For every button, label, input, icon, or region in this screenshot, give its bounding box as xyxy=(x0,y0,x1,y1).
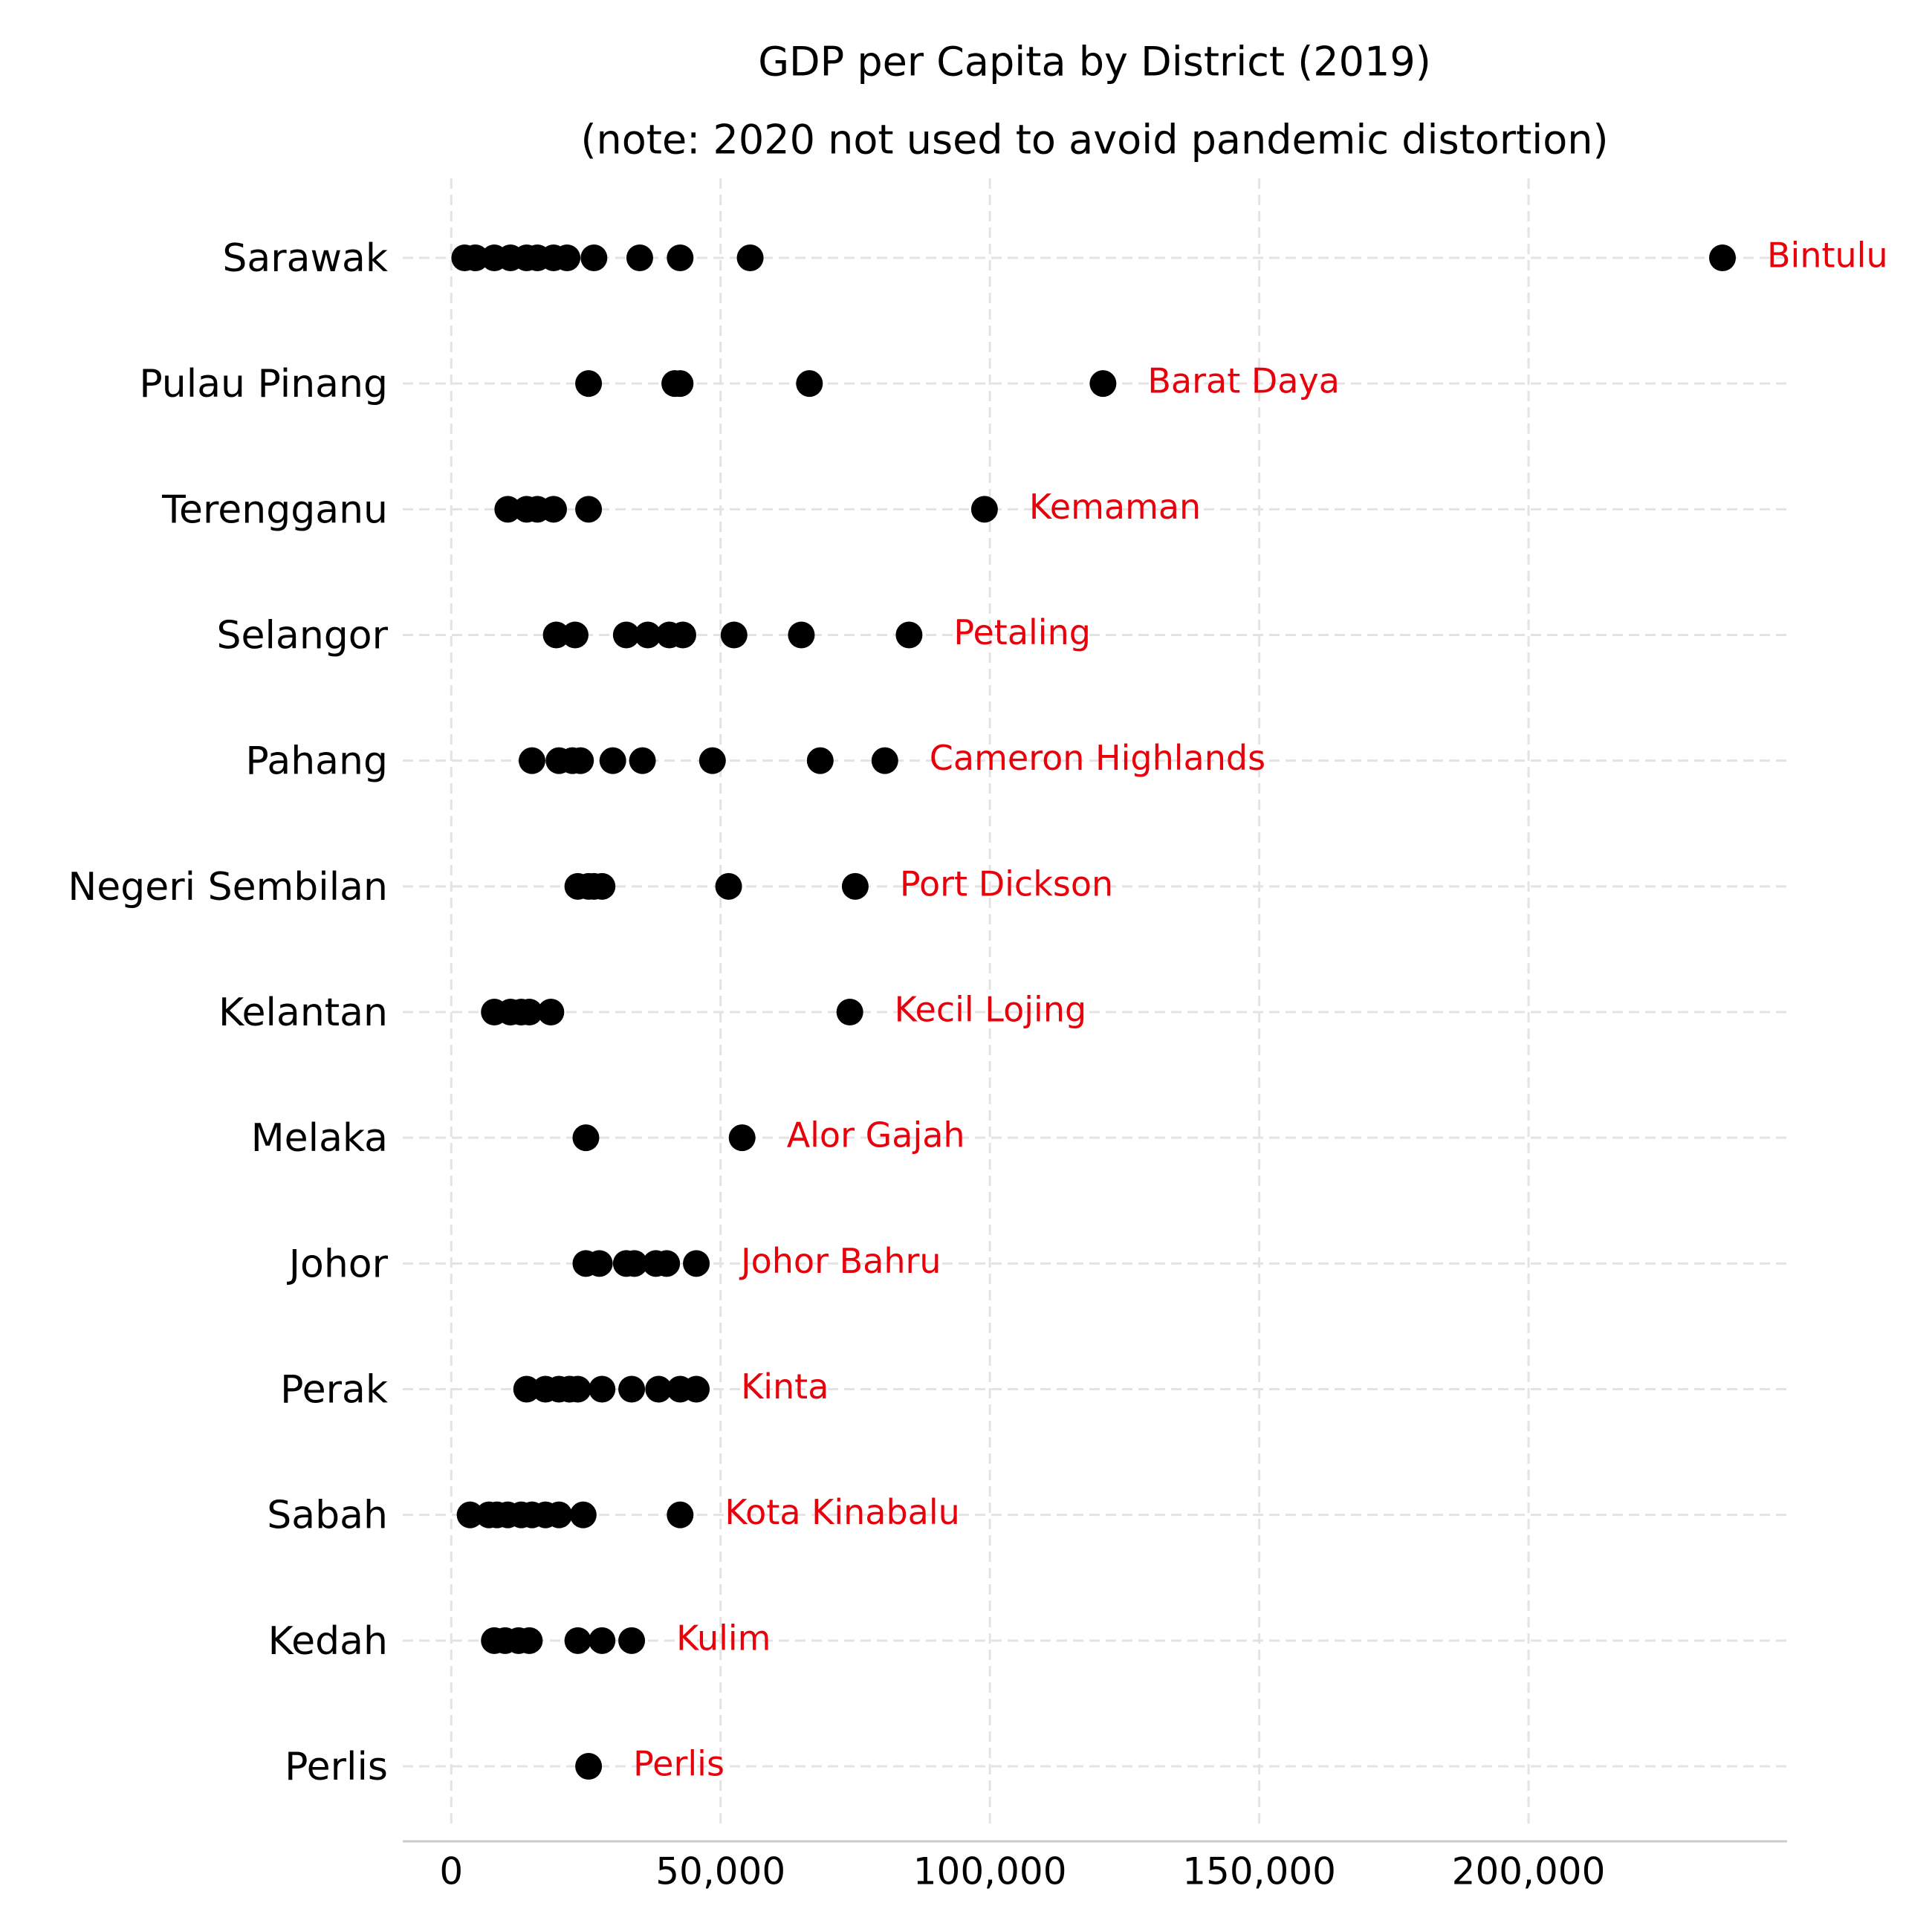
point xyxy=(698,747,726,774)
point xyxy=(841,872,869,900)
point xyxy=(554,244,581,271)
point xyxy=(629,747,656,774)
point xyxy=(620,1250,648,1277)
max-label: Port Dickson xyxy=(900,863,1113,904)
point xyxy=(1709,244,1737,271)
y-tick-label: Negeri Sembilan xyxy=(68,865,388,910)
x-tick-label: 200,000 xyxy=(1452,1850,1606,1893)
point xyxy=(871,747,898,774)
point xyxy=(545,1501,573,1529)
max-label: Kulim xyxy=(676,1618,771,1658)
point xyxy=(513,1375,540,1403)
max-label: Bintulu xyxy=(1767,236,1888,276)
point xyxy=(518,747,545,774)
point xyxy=(575,1753,603,1780)
point xyxy=(494,496,522,523)
point xyxy=(564,1375,591,1403)
y-tick-label: Melaka xyxy=(251,1116,388,1161)
max-label: Perlis xyxy=(633,1744,724,1784)
point xyxy=(564,1627,591,1654)
point xyxy=(683,1375,710,1403)
point xyxy=(669,621,696,649)
point xyxy=(634,621,661,649)
point xyxy=(589,1375,616,1403)
y-tick-label: Perak xyxy=(280,1368,388,1413)
y-tick-label: Terengganu xyxy=(161,487,388,532)
point xyxy=(575,496,603,523)
max-label: Petaling xyxy=(953,612,1091,652)
x-tick-label: 100,000 xyxy=(913,1850,1067,1893)
point xyxy=(569,1501,597,1529)
point xyxy=(836,999,863,1025)
x-tick-label: 50,000 xyxy=(655,1850,785,1893)
point xyxy=(580,244,608,271)
point xyxy=(645,1375,672,1403)
point xyxy=(667,1501,694,1529)
point xyxy=(618,1375,646,1403)
max-label: Barat Daya xyxy=(1147,361,1340,401)
point xyxy=(970,496,998,523)
y-tick-label: Sarawak xyxy=(222,236,388,281)
y-tick-label: Pulau Pinang xyxy=(139,362,388,406)
point xyxy=(895,621,923,649)
max-label: Kinta xyxy=(741,1367,829,1407)
chart-title: GDP per Capita by District (2019) xyxy=(758,39,1431,85)
point xyxy=(715,872,742,900)
point xyxy=(542,621,570,649)
y-tick-label: Johor xyxy=(287,1242,389,1286)
y-tick-label: Kelantan xyxy=(218,991,388,1035)
point xyxy=(456,1501,484,1529)
point xyxy=(516,1627,543,1654)
point xyxy=(567,747,594,774)
point xyxy=(586,1250,613,1277)
y-tick-label: Pahang xyxy=(245,739,388,784)
point xyxy=(736,244,764,271)
point xyxy=(589,1627,616,1654)
point xyxy=(720,621,748,649)
point xyxy=(788,621,815,649)
point xyxy=(599,747,626,774)
point xyxy=(806,747,834,774)
point xyxy=(589,872,616,900)
point xyxy=(796,370,823,398)
point xyxy=(618,1627,646,1654)
point xyxy=(667,244,694,271)
point xyxy=(683,1250,710,1277)
point xyxy=(537,999,565,1025)
point xyxy=(516,999,543,1025)
point xyxy=(1089,370,1117,398)
point xyxy=(575,370,603,398)
max-label: Johor Bahru xyxy=(739,1241,941,1281)
x-tick-label: 0 xyxy=(439,1850,463,1893)
point xyxy=(626,244,653,271)
point xyxy=(612,621,640,649)
point xyxy=(728,1124,756,1152)
point xyxy=(461,244,489,271)
point xyxy=(667,370,694,398)
max-label: Cameron Highlands xyxy=(930,738,1265,778)
chart-subtitle: (note: 2020 not used to avoid pandemic d… xyxy=(580,117,1608,163)
max-label: Kemaman xyxy=(1029,487,1201,527)
y-tick-label: Selangor xyxy=(217,614,389,658)
point xyxy=(572,1124,600,1152)
point xyxy=(539,496,567,523)
x-tick-label: 150,000 xyxy=(1182,1850,1336,1893)
point xyxy=(561,621,589,649)
y-tick-label: Kedah xyxy=(268,1619,388,1664)
y-tick-label: Sabah xyxy=(267,1494,388,1538)
point xyxy=(653,1250,681,1277)
max-label: Kota Kinabalu xyxy=(724,1492,959,1532)
max-label: Alor Gajah xyxy=(787,1115,965,1155)
y-tick-label: Perlis xyxy=(285,1745,388,1789)
max-label: Kecil Lojing xyxy=(895,990,1087,1030)
